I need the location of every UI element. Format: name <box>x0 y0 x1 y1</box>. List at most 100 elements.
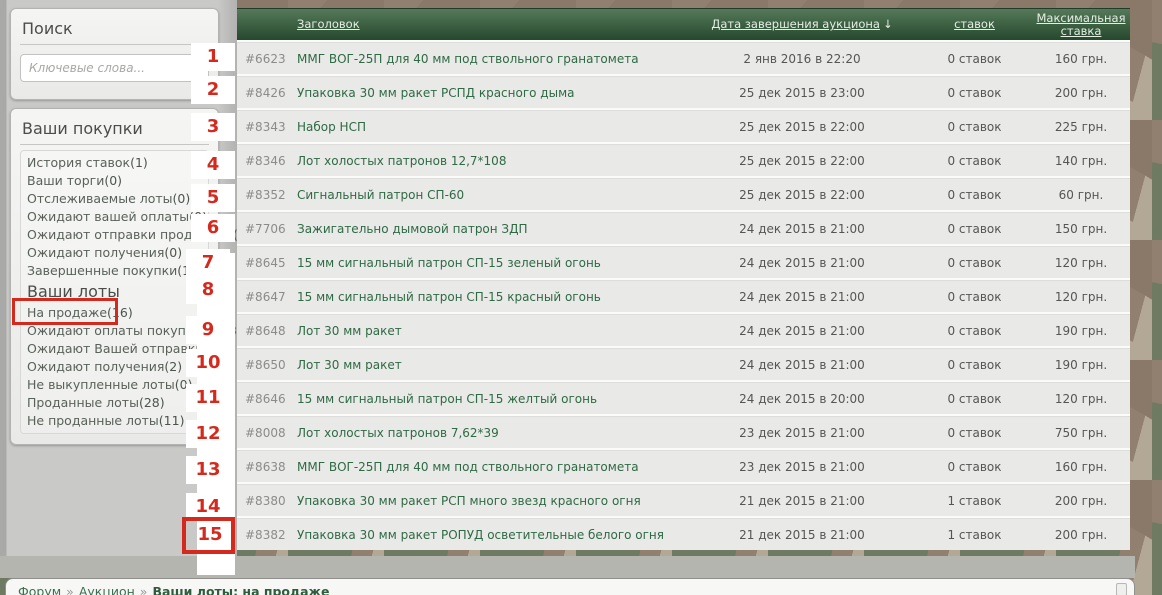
sidebar-item-unredeemed-lots[interactable]: Не выкупленные лоты(0) <box>27 377 193 392</box>
lot-id: #6623 <box>245 51 286 66</box>
table-row: #8638 ММГ ВОГ-25П для 40 мм под ствольног… <box>237 450 1130 482</box>
lot-max-bid: 140 грн. <box>1054 153 1108 168</box>
sidebar-item-on-sale[interactable]: На продаже(16) <box>27 305 133 320</box>
lot-end-date: 23 дек 2015 в 21:00 <box>739 459 865 474</box>
lot-end-date: 2 янв 2016 в 22:20 <box>743 51 861 66</box>
lot-id: #8647 <box>245 289 286 304</box>
lot-bids: 0 ставок <box>947 51 1002 66</box>
breadcrumb-separator: » <box>139 584 148 595</box>
breadcrumb-separator: » <box>66 584 74 595</box>
account-menu: История ставок(1) Ваши торги(0) Отслежив… <box>20 150 251 434</box>
lot-bids: 0 ставок <box>947 221 1002 236</box>
lot-max-bid: 120 грн. <box>1054 255 1108 270</box>
lot-title-link[interactable]: Лот холостых патронов 7,62*39 <box>297 425 499 440</box>
lot-id: #8646 <box>245 391 286 406</box>
table-row: #8382 Упаковка 30 мм ракет РОПУД осветите… <box>237 518 1130 550</box>
sidebar-item-awaiting-receipt[interactable]: Ожидают получения(0) <box>27 245 183 260</box>
column-header-end-date[interactable]: Дата завершения аукциона ↓ <box>711 17 893 31</box>
account-menu-box: Ваши покупки История ставок(1) Ваши торг… <box>10 108 251 445</box>
annotation-number-13: 13 <box>186 456 230 484</box>
sidebar-item-awaiting-seller-shipment[interactable]: Ожидают отправки продавцом(0) <box>27 227 251 242</box>
column-header-max-bid[interactable]: Максимальная ставка <box>1036 10 1126 38</box>
search-input[interactable] <box>20 54 209 82</box>
lot-title-link[interactable]: 15 мм сигнальный патрон СП-15 красный ог… <box>297 289 601 304</box>
table-header: Заголовок Дата завершения аукциона ↓ став… <box>237 8 1130 40</box>
column-header-bids[interactable]: ставок <box>954 17 995 31</box>
table-row: #8646 15 мм сигнальный патрон СП-15 желты… <box>237 382 1130 414</box>
annotation-number-6: 6 <box>191 214 235 242</box>
lot-title-link[interactable]: Набор НСП <box>297 119 366 134</box>
lot-id: #8343 <box>245 119 286 134</box>
sidebar-item-completed-purchases[interactable]: Завершенные покупки(1) <box>27 263 195 278</box>
auction-table: Заголовок Дата завершения аукциона ↓ став… <box>237 8 1130 550</box>
lot-bids: 1 ставок <box>947 493 1002 508</box>
annotation-number-11: 11 <box>186 384 230 412</box>
annotation-number-12: 12 <box>186 420 230 448</box>
table-row: #8346 Лот холостых патронов 12,7*108 25 де… <box>237 144 1130 176</box>
table-row: #8008 Лот холостых патронов 7,62*39 23 дек… <box>237 416 1130 448</box>
lot-bids: 0 ставок <box>947 119 1002 134</box>
lot-title-link[interactable]: Упаковка 30 мм ракет РСП много звезд кра… <box>297 493 641 508</box>
lot-id: #8638 <box>245 459 286 474</box>
lot-bids: 0 ставок <box>947 153 1002 168</box>
lot-bids: 0 ставок <box>947 255 1002 270</box>
lot-title-link[interactable]: ММГ ВОГ-25П для 40 мм под ствольного гра… <box>297 459 639 474</box>
lot-id: #8650 <box>245 357 286 372</box>
lot-bids: 1 ставок <box>947 527 1002 542</box>
lot-bids: 0 ставок <box>947 459 1002 474</box>
lot-end-date: 25 дек 2015 в 22:00 <box>739 153 865 168</box>
breadcrumb-link-forum[interactable]: Форум <box>18 584 62 595</box>
lot-max-bid: 200 грн. <box>1054 85 1108 100</box>
lot-end-date: 24 дек 2015 в 20:00 <box>739 391 865 406</box>
sidebar-item-sold-lots[interactable]: Проданные лоты(28) <box>27 395 165 410</box>
table-row: #8647 15 мм сигнальный патрон СП-15 красн… <box>237 280 1130 312</box>
lot-title-link[interactable]: Упаковка 30 мм ракет РОПУД осветительные… <box>297 527 664 542</box>
lot-max-bid: 750 грн. <box>1054 425 1108 440</box>
lot-title-link[interactable]: Лот холостых патронов 12,7*108 <box>297 153 507 168</box>
annotation-number-4: 4 <box>191 151 235 179</box>
lot-end-date: 25 дек 2015 в 22:00 <box>739 119 865 134</box>
column-header-title[interactable]: Заголовок <box>297 17 360 31</box>
lot-end-date: 21 дек 2015 в 21:00 <box>739 493 865 508</box>
table-row: #8645 15 мм сигнальный патрон СП-15 зелен… <box>237 246 1130 278</box>
highlight-box-on-sale <box>12 298 118 325</box>
sidebar-item-awaiting-your-shipment[interactable]: Ожидают Вашей отправки(2) <box>27 341 221 356</box>
lot-title-link[interactable]: 15 мм сигнальный патрон СП-15 зеленый ог… <box>297 255 601 270</box>
lot-max-bid: 120 грн. <box>1054 289 1108 304</box>
lot-end-date: 24 дек 2015 в 21:00 <box>739 289 865 304</box>
table-row: #8426 Упаковка 30 мм ракет РСПД красного … <box>237 76 1130 108</box>
lot-title-link[interactable]: Лот 30 мм ракет <box>297 357 402 372</box>
breadcrumb: Форум » Аукцион » Ваши лоты: на продаже <box>5 578 1135 595</box>
annotation-number-5: 5 <box>191 184 235 212</box>
lot-title-link[interactable]: Лот 30 мм ракет <box>297 323 402 338</box>
sidebar-item-your-auctions[interactable]: Ваши торги(0) <box>27 173 123 188</box>
search-box: Поиск <box>10 8 219 100</box>
annotation-number-3: 3 <box>191 113 235 141</box>
lots-title: Ваши лоты <box>27 282 120 301</box>
lot-max-bid: 225 грн. <box>1054 119 1108 134</box>
sidebar-item-unsold-lots[interactable]: Не проданные лоты(11) <box>27 413 185 428</box>
lot-id: #7706 <box>245 221 286 236</box>
lot-id: #8352 <box>245 187 286 202</box>
annotation-number-7: 7 <box>186 249 230 277</box>
lot-id: #8346 <box>245 153 286 168</box>
page-icon[interactable] <box>1116 583 1127 595</box>
lot-title-link[interactable]: Упаковка 30 мм ракет РСПД красного дыма <box>297 85 575 100</box>
lot-bids: 0 ставок <box>947 323 1002 338</box>
sidebar-item-watched-lots[interactable]: Отслеживаемые лоты(0) <box>27 191 191 206</box>
lot-title-link[interactable]: Зажигательно дымовой патрон ЗДП <box>297 221 528 236</box>
table-row: #8648 Лот 30 мм ракет 24 дек 2015 в 21:00 0… <box>237 314 1130 346</box>
lot-max-bid: 190 грн. <box>1054 357 1108 372</box>
annotation-number-15: 15 <box>197 524 223 545</box>
lot-bids: 0 ставок <box>947 289 1002 304</box>
lot-title-link[interactable]: Сигнальный патрон СП-60 <box>297 187 465 202</box>
sidebar-item-awaiting-your-payment[interactable]: Ожидают вашей оплаты(0) <box>27 209 207 224</box>
breadcrumb-link-auction[interactable]: Аукцион <box>78 584 135 595</box>
lot-end-date: 24 дек 2015 в 21:00 <box>739 255 865 270</box>
sidebar-item-lots-awaiting-receipt[interactable]: Ожидают получения(2) <box>27 359 183 374</box>
lot-title-link[interactable]: 15 мм сигнальный патрон СП-15 желтый ого… <box>297 391 598 406</box>
lot-title-link[interactable]: ММГ ВОГ-25П для 40 мм под ствольного гра… <box>297 51 639 66</box>
highlight-box-row-15 <box>182 517 235 554</box>
lot-id: #8648 <box>245 323 286 338</box>
sidebar-item-bid-history[interactable]: История ставок(1) <box>27 155 148 170</box>
